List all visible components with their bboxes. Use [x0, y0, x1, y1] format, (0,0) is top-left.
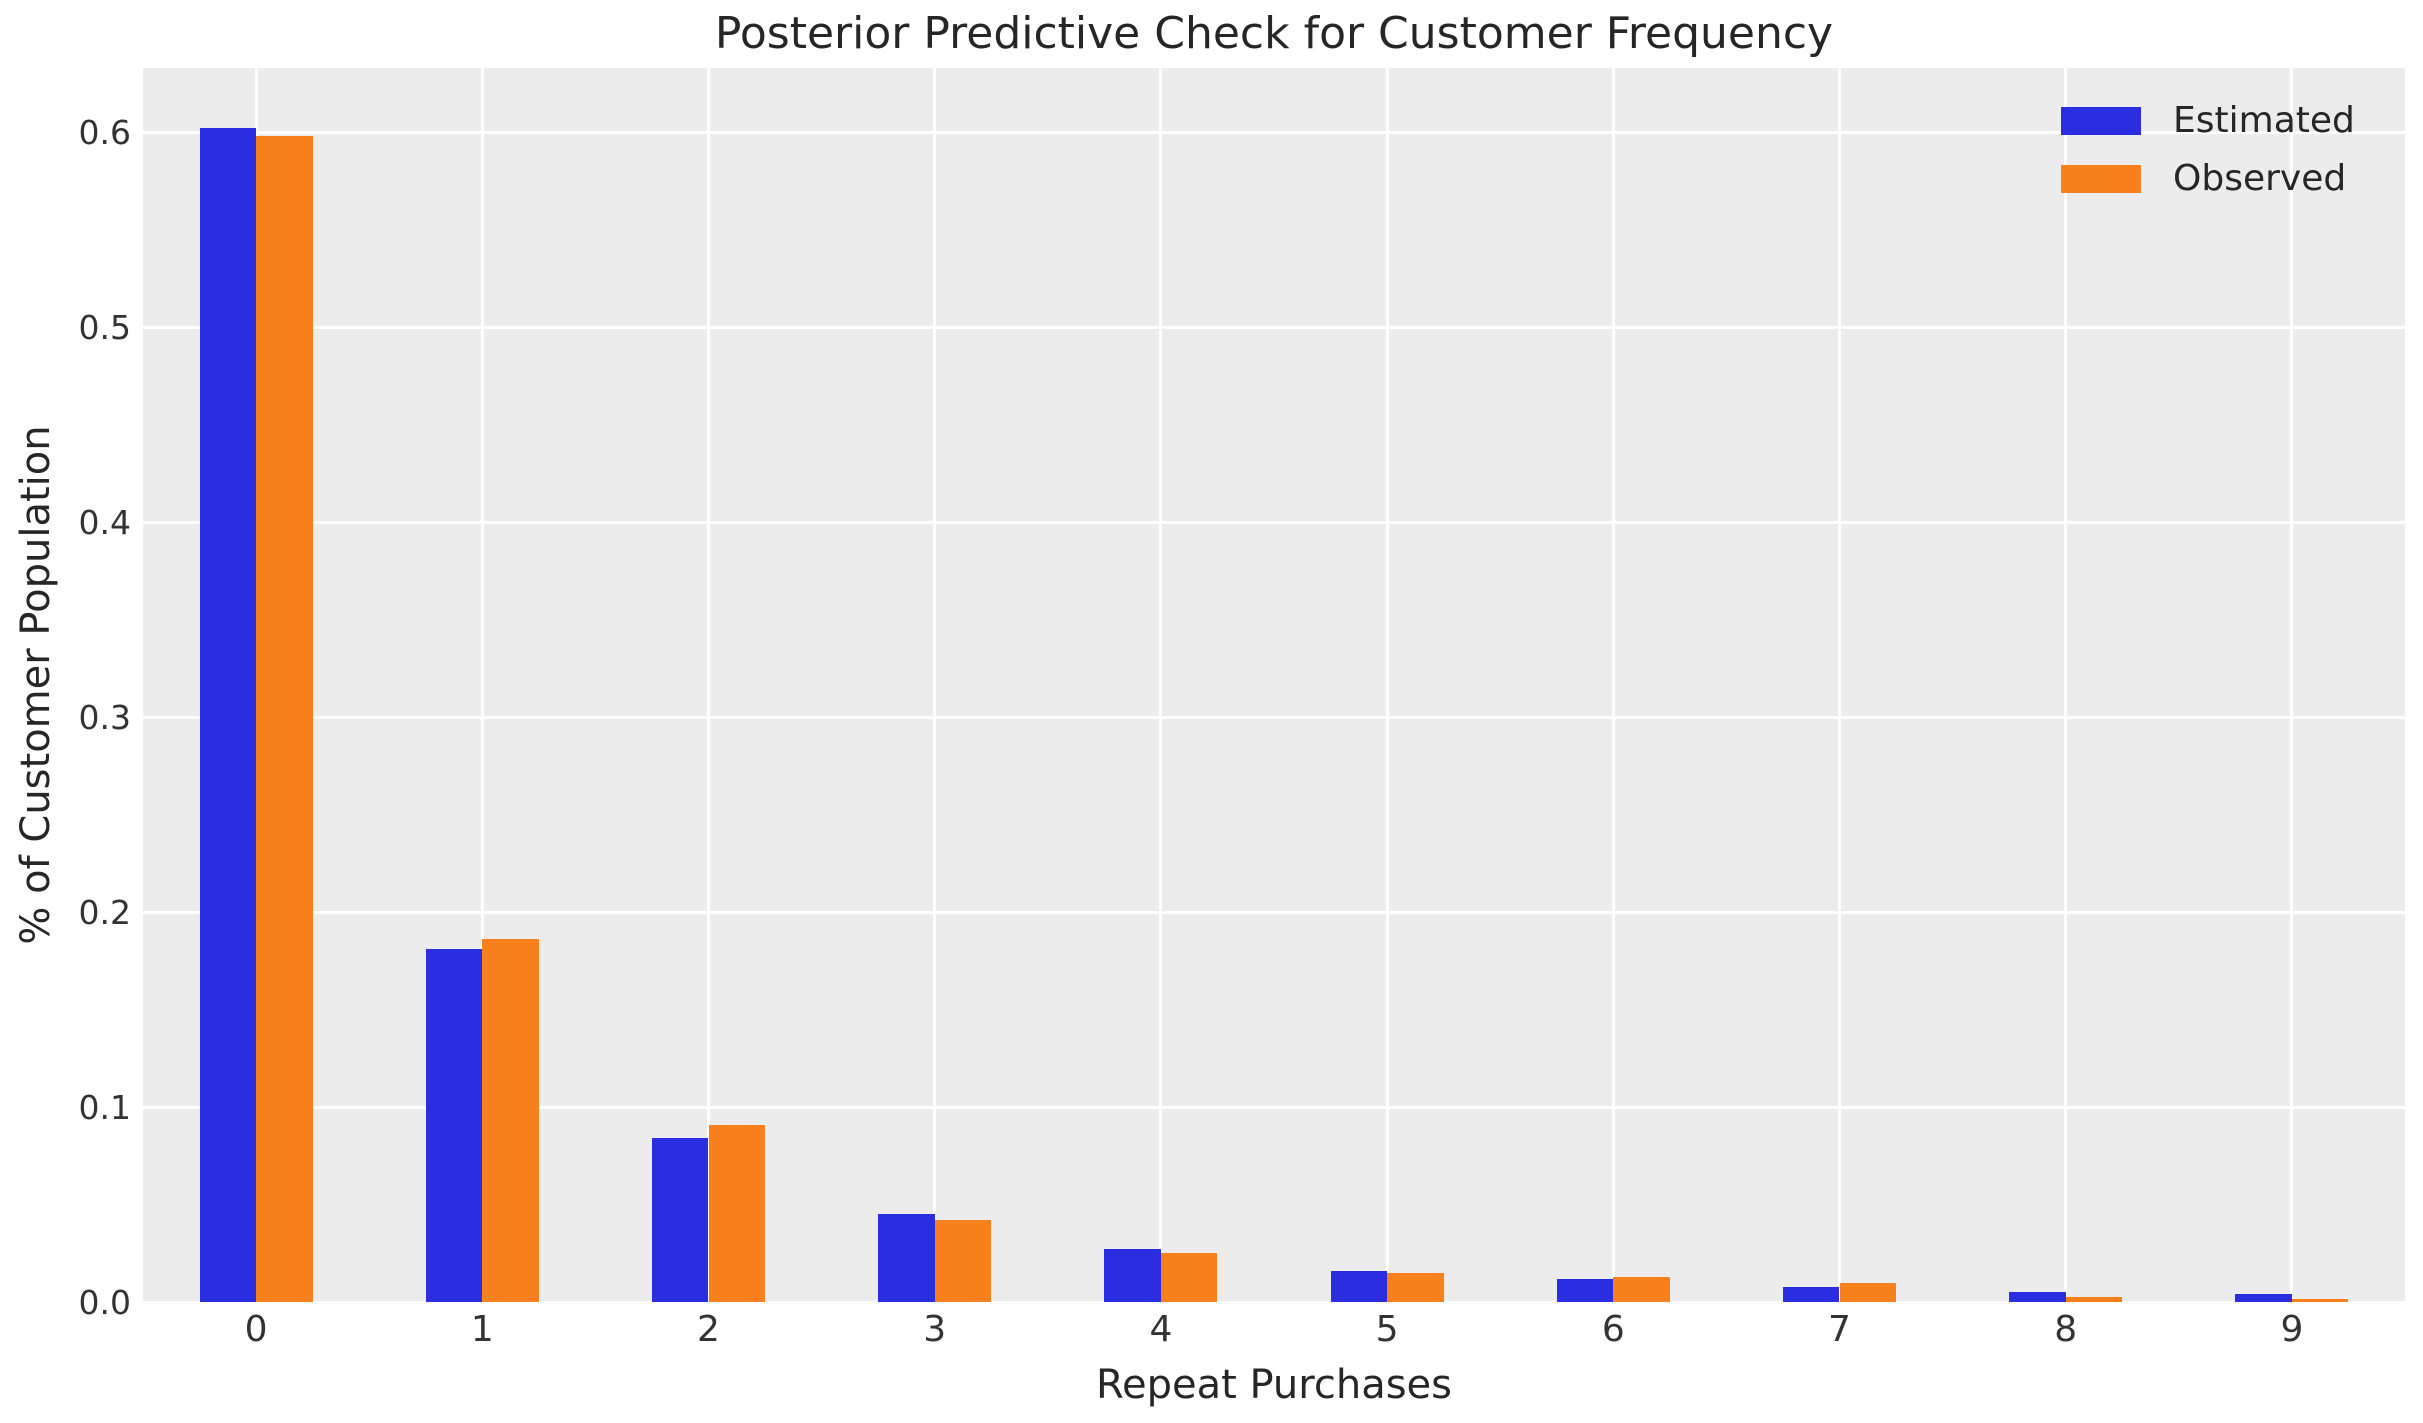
- plot-area: [143, 68, 2405, 1304]
- gridline-v-7: [1838, 68, 1841, 1302]
- bar-observed-5: [1387, 1272, 1444, 1302]
- bar-observed-1: [482, 939, 539, 1302]
- gridline-h-0.6: [143, 130, 2405, 134]
- bar-observed-3: [934, 1220, 992, 1302]
- x-tick-label-3: 3: [923, 1309, 947, 1350]
- gridline-v-4: [1159, 68, 1163, 1302]
- bar-estimated-5: [1330, 1270, 1388, 1302]
- x-tick-label-1: 1: [470, 1309, 494, 1350]
- bar-observed-0: [256, 136, 313, 1302]
- legend-label-estimated: Estimated: [2173, 100, 2355, 141]
- x-tick-label-4: 4: [1149, 1309, 1173, 1350]
- y-tick-label-0.6: 0.6: [78, 113, 131, 153]
- legend-row-observed: Observed: [2061, 150, 2355, 208]
- gridline-v-8: [2064, 68, 2068, 1302]
- legend-swatch-estimated: [2061, 107, 2141, 135]
- y-tick-label-0.0: 0.0: [78, 1283, 131, 1322]
- gridline-h-0.3: [143, 715, 2405, 719]
- gridline-h-0.1: [143, 1105, 2405, 1109]
- bar-observed-6: [1613, 1276, 1670, 1302]
- bar-observed-8: [2065, 1297, 2123, 1302]
- x-tick-label-0: 0: [244, 1309, 268, 1350]
- x-tick-label-5: 5: [1375, 1309, 1399, 1350]
- bar-observed-2: [708, 1124, 766, 1302]
- x-axis-label: Repeat Purchases: [1096, 1362, 1452, 1408]
- bar-observed-7: [1839, 1283, 1897, 1302]
- bar-estimated-1: [425, 949, 483, 1302]
- legend-row-estimated: Estimated: [2061, 92, 2355, 150]
- y-tick-label-0.4: 0.4: [78, 503, 131, 543]
- legend: Estimated Observed: [2061, 92, 2355, 208]
- y-tick-label-0.3: 0.3: [78, 698, 131, 738]
- bar-estimated-8: [2009, 1292, 2066, 1302]
- gridline-v-6: [1611, 68, 1615, 1302]
- gridline-h-0.2: [143, 910, 2405, 914]
- bar-observed-4: [1160, 1253, 1218, 1302]
- gridline-h-0.0: [143, 1300, 2405, 1304]
- bar-estimated-6: [1556, 1278, 1614, 1302]
- y-tick-label-0.1: 0.1: [78, 1088, 131, 1128]
- gridline-v-5: [1385, 68, 1389, 1302]
- legend-swatch-observed: [2061, 165, 2141, 193]
- bar-observed-9: [2291, 1299, 2349, 1302]
- chart-title: Posterior Predictive Check for Customer …: [714, 8, 1834, 59]
- x-tick-label-8: 8: [2054, 1309, 2078, 1350]
- bar-estimated-0: [199, 128, 257, 1302]
- x-tick-label-2: 2: [697, 1309, 720, 1350]
- gridline-v-2: [707, 68, 710, 1302]
- x-tick-label-9: 9: [2280, 1309, 2304, 1350]
- gridline-h-0.5: [143, 325, 2405, 329]
- y-axis-label: % of Customer Population: [13, 425, 59, 945]
- y-tick-label-0.2: 0.2: [78, 893, 131, 933]
- gridline-v-9: [2290, 68, 2294, 1302]
- gridline-v-1: [480, 68, 484, 1302]
- bar-estimated-3: [878, 1214, 935, 1302]
- bar-estimated-2: [651, 1138, 709, 1302]
- x-tick-label-6: 6: [1601, 1309, 1625, 1350]
- bar-estimated-4: [1104, 1249, 1161, 1302]
- x-tick-label-7: 7: [1828, 1309, 1851, 1350]
- legend-label-observed: Observed: [2173, 158, 2347, 199]
- y-tick-label-0.5: 0.5: [78, 308, 131, 348]
- bar-estimated-7: [1782, 1287, 1840, 1302]
- bar-estimated-9: [2235, 1294, 2292, 1302]
- gridline-h-0.4: [143, 520, 2405, 524]
- gridline-v-3: [933, 68, 937, 1302]
